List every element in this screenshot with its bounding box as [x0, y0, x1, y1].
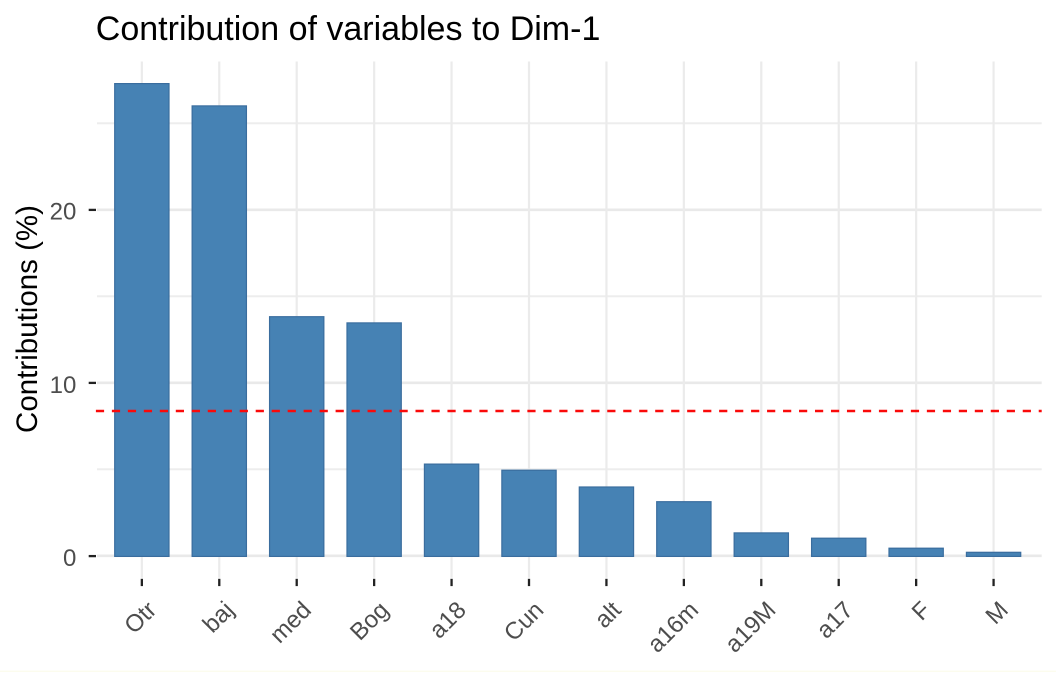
svg-text:10: 10: [50, 372, 77, 399]
svg-text:0: 0: [63, 545, 76, 572]
svg-text:Contributions (%): Contributions (%): [11, 205, 44, 433]
svg-text:20: 20: [50, 199, 77, 226]
svg-text:Contribution of variables to D: Contribution of variables to Dim-1: [96, 10, 601, 48]
